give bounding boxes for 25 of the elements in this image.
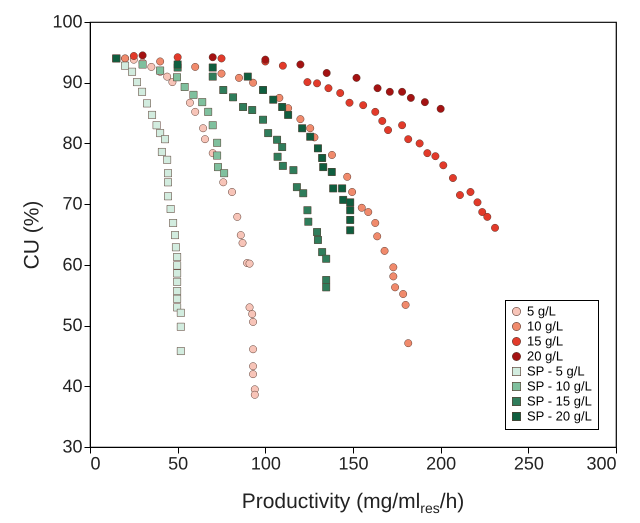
legend-label: SP - 5 g/L — [527, 364, 585, 378]
y-tick-label: 100 — [52, 12, 82, 32]
legend-label: SP - 20 g/L — [527, 408, 592, 424]
y-tick-label: 50 — [62, 315, 82, 336]
x-tick-label: 100 — [250, 454, 281, 474]
legend-label: 10 g/L — [527, 318, 564, 334]
y-tick-label: 90 — [62, 72, 82, 92]
y-axis-title: CU (%) — [20, 200, 44, 270]
y-tick-label: 30 — [62, 436, 82, 456]
y-tick-label: 70 — [62, 194, 82, 214]
x-tick-label: 0 — [90, 454, 101, 474]
x-axis-title: Productivity (mg/ml$_{res}$/h) — [240, 490, 466, 516]
x-tick-label: 250 — [514, 454, 544, 474]
x-tick-label: 200 — [426, 454, 456, 474]
legend-label: SP - 10 g/L — [527, 378, 592, 394]
legend-label: 20 g/L — [527, 348, 564, 364]
x-tick-label: 300 — [586, 454, 616, 474]
x-tick-label: 150 — [338, 454, 369, 474]
legend-label: 5 g/L — [527, 304, 556, 318]
y-tick-label: 60 — [62, 254, 82, 274]
legend-label: 15 g/L — [527, 334, 564, 348]
y-tick-label: 40 — [62, 376, 82, 396]
legend-label: SP - 15 g/L — [527, 394, 592, 408]
y-tick-label: 80 — [62, 132, 82, 153]
x-tick-label: 50 — [168, 454, 188, 474]
